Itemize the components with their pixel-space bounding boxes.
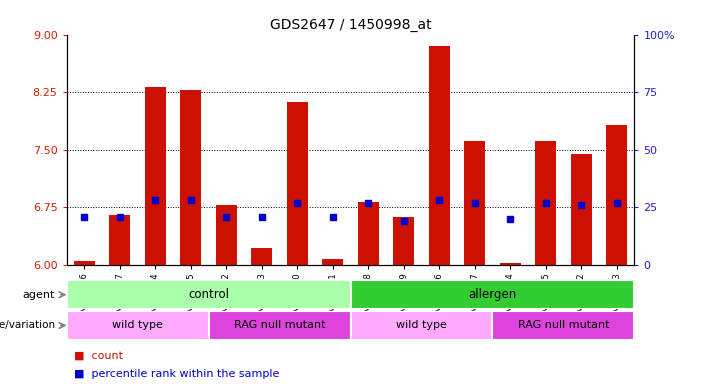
Bar bbox=[428, 46, 450, 265]
Text: RAG null mutant: RAG null mutant bbox=[517, 320, 609, 331]
Bar bbox=[67, 280, 350, 309]
Bar bbox=[358, 202, 379, 265]
Bar bbox=[350, 311, 492, 340]
Bar bbox=[322, 259, 343, 265]
Bar bbox=[209, 311, 350, 340]
Bar bbox=[216, 205, 237, 265]
Bar bbox=[464, 141, 485, 265]
Text: ■  count: ■ count bbox=[74, 350, 123, 360]
Text: wild type: wild type bbox=[112, 320, 163, 331]
Bar bbox=[571, 154, 592, 265]
Text: control: control bbox=[188, 288, 229, 301]
Bar bbox=[109, 215, 130, 265]
Text: RAG null mutant: RAG null mutant bbox=[233, 320, 325, 331]
Bar bbox=[535, 141, 557, 265]
Text: genotype/variation: genotype/variation bbox=[0, 320, 55, 331]
Bar bbox=[287, 102, 308, 265]
Text: ■  percentile rank within the sample: ■ percentile rank within the sample bbox=[74, 369, 279, 379]
Text: agent: agent bbox=[23, 290, 55, 300]
Text: wild type: wild type bbox=[396, 320, 447, 331]
Bar bbox=[74, 261, 95, 265]
Bar bbox=[350, 280, 634, 309]
Title: GDS2647 / 1450998_at: GDS2647 / 1450998_at bbox=[270, 18, 431, 32]
Bar bbox=[67, 311, 209, 340]
Bar bbox=[180, 90, 201, 265]
Text: allergen: allergen bbox=[468, 288, 517, 301]
Bar bbox=[606, 125, 627, 265]
Bar bbox=[492, 311, 634, 340]
Bar bbox=[500, 263, 521, 265]
Bar bbox=[144, 87, 166, 265]
Bar bbox=[393, 217, 414, 265]
Bar bbox=[251, 248, 273, 265]
